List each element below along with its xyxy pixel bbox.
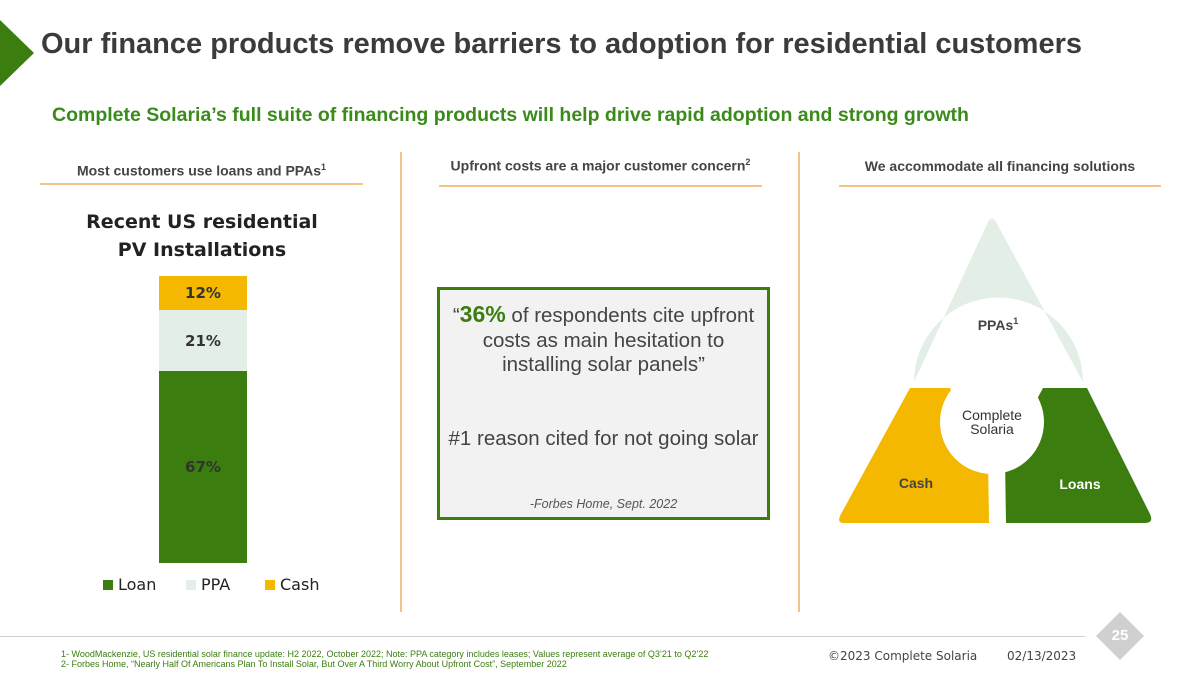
ppas-segment — [914, 218, 1083, 382]
quote-box: “36% of respondents cite upfront costs a… — [437, 287, 770, 520]
footnote-1: 1- WoodMackenzie, US residential solar f… — [61, 649, 709, 659]
left-heading-sup: 1 — [321, 162, 327, 172]
quote-source: -Forbes Home, Sept. 2022 — [529, 497, 678, 511]
right-column-heading: We accommodate all financing solutions — [864, 158, 1136, 174]
chart-title: Recent US residential PV Installations — [86, 211, 318, 261]
financing-triangle-diagram: Complete Solaria PPAs1 Cash Loans — [839, 218, 1152, 523]
title-accent-triangle — [0, 20, 34, 86]
legend-swatch-cash — [265, 579, 275, 590]
legend-item-loan: Loan — [103, 575, 156, 594]
column-divider-right — [798, 152, 800, 612]
ppas-label: PPAs1 — [978, 316, 1019, 333]
logo-line-2: Solaria — [970, 421, 1014, 437]
page-number: 25 — [1111, 627, 1129, 644]
middle-column-heading: Upfront costs are a major customer conce… — [439, 157, 762, 174]
quote-reason: #1 reason cited for not going solar — [448, 427, 759, 450]
slide-subtitle: Complete Solaria’s full suite of financi… — [52, 104, 969, 126]
copyright: ©2023 Complete Solaria — [828, 649, 978, 663]
center-logo-circle — [940, 370, 1044, 474]
column-divider-left — [400, 152, 402, 612]
slide-title: Our finance products remove barriers to … — [41, 28, 1083, 60]
ppas-label-sup: 1 — [1013, 316, 1018, 326]
legend-item-ppa: PPA — [186, 575, 230, 594]
ppas-label-text: PPAs — [978, 317, 1014, 333]
bar-label-cash: 12% — [185, 284, 221, 303]
legend-swatch-ppa — [186, 579, 196, 590]
middle-heading-underline — [439, 185, 762, 187]
legend-swatch-loan — [103, 579, 113, 590]
left-heading-text: Most customers use loans and PPAs — [76, 162, 321, 179]
legend-item-cash: Cash — [265, 575, 319, 594]
bar-segment-ppa: 21% — [159, 310, 247, 371]
middle-heading-sup: 2 — [745, 157, 751, 167]
logo-line-1: Complete — [962, 407, 1022, 423]
loans-label: Loans — [1059, 476, 1100, 492]
quote-percentage: 36% — [459, 301, 506, 327]
left-heading-underline — [40, 183, 363, 185]
bar-segment-loan: 67% — [159, 370, 247, 563]
bar-label-loan: 67% — [185, 457, 221, 476]
quote-text: “36% of respondents cite upfront costs a… — [440, 302, 767, 378]
middle-heading-text: Upfront costs are a major customer conce… — [450, 157, 746, 174]
footer-divider — [0, 636, 1085, 637]
legend-label-loan: Loan — [118, 575, 157, 594]
left-column-heading: Most customers use loans and PPAs1 — [40, 162, 363, 179]
legend-label-ppa: PPA — [201, 575, 231, 594]
footnote-2: 2- Forbes Home, “Nearly Half Of American… — [61, 659, 567, 669]
legend-label-cash: Cash — [280, 575, 320, 594]
footer-date: 02/13/2023 — [1007, 649, 1077, 663]
bar-segment-cash: 12% — [159, 276, 247, 311]
cash-label: Cash — [899, 475, 933, 491]
bar-label-ppa: 21% — [185, 331, 221, 350]
right-heading-underline — [839, 185, 1161, 187]
quote-body: of respondents cite upfront costs as mai… — [482, 304, 755, 376]
quote-open-mark: “ — [452, 304, 460, 327]
